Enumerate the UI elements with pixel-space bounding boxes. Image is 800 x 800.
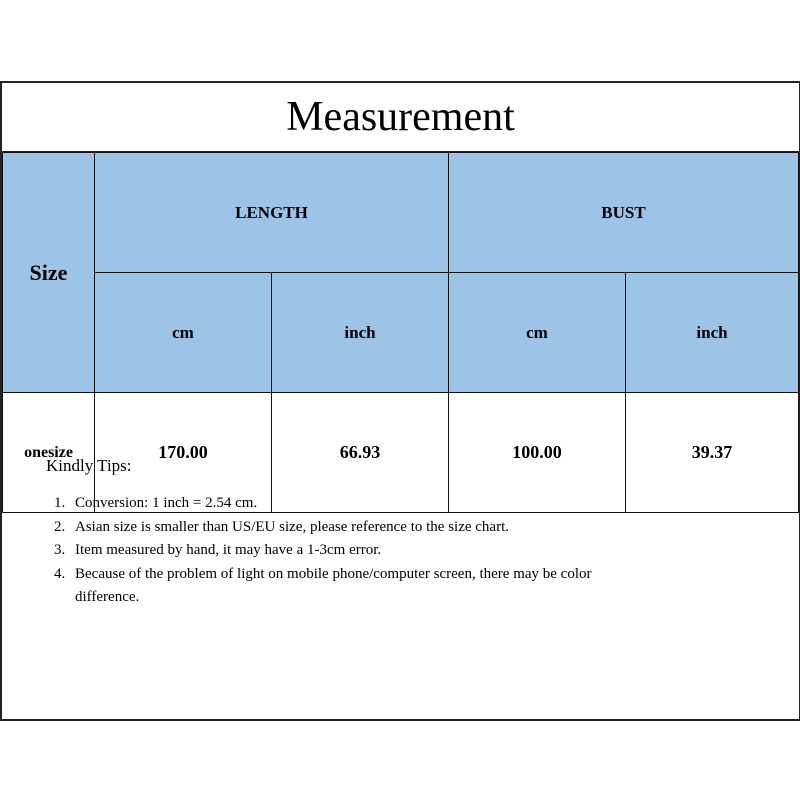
tip-item: Asian size is smaller than US/EU size, p…	[69, 516, 635, 540]
tip-item: Because of the problem of light on mobil…	[69, 563, 635, 610]
unit-header-length-inch: inch	[271, 272, 449, 393]
bust-inch-cell: 39.37	[625, 392, 799, 513]
tips-list: Conversion: 1 inch = 2.54 cm. Asian size…	[46, 492, 635, 610]
size-chart: Measurement Size LENGTH BUST cm inch cm …	[0, 81, 800, 721]
tip-item: Item measured by hand, it may have a 1-3…	[69, 539, 635, 563]
unit-header-length-cm: cm	[94, 272, 272, 393]
bust-header: BUST	[448, 152, 799, 273]
unit-header-bust-inch: inch	[625, 272, 799, 393]
tips-heading: Kindly Tips:	[46, 456, 132, 475]
tips-section: Kindly Tips: Conversion: 1 inch = 2.54 c…	[46, 456, 635, 610]
unit-header-bust-cm: cm	[448, 272, 626, 393]
tip-item: Conversion: 1 inch = 2.54 cm.	[69, 492, 635, 516]
length-header: LENGTH	[94, 152, 449, 273]
page-title: Measurement	[2, 83, 799, 153]
size-header: Size	[2, 152, 95, 393]
